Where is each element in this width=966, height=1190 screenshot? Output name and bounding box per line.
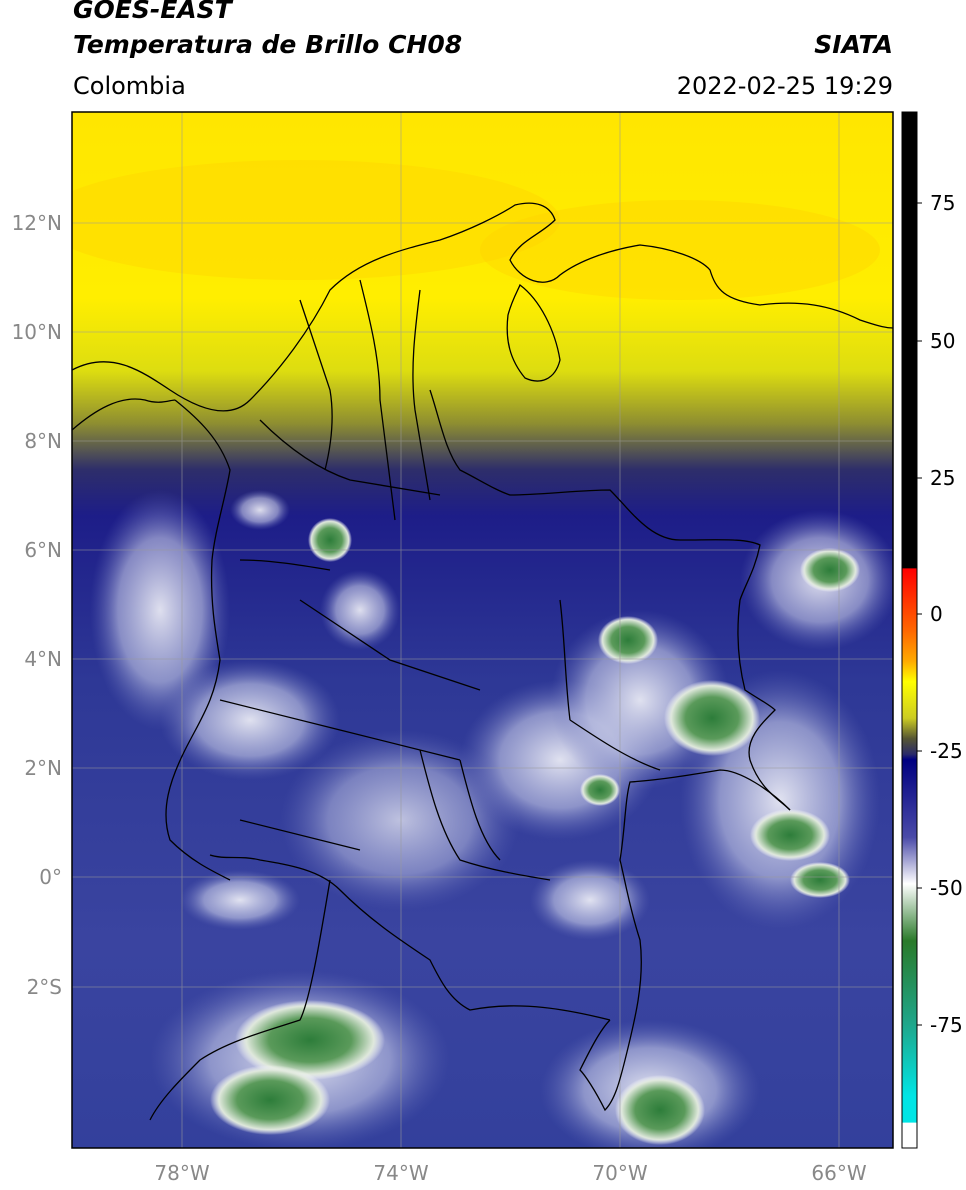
cloud-area: [230, 490, 290, 530]
lat-tick-label: 10°N: [12, 320, 62, 344]
colorbar-tick-label: 0: [930, 602, 943, 626]
lat-tick-label: 8°N: [24, 429, 62, 453]
cloud-area: [180, 870, 300, 930]
colorbar-tick-label: 25: [930, 466, 955, 490]
colorbar-tick-label: 75: [930, 191, 955, 215]
lon-tick-label: 70°W: [592, 1161, 647, 1185]
convective-core: [235, 1000, 385, 1080]
ecuador-peru-border: [149, 879, 331, 1121]
title-line-1: GOES-EAST: [73, 0, 232, 24]
maracaibo-lake: [506, 283, 561, 382]
colorbar-ticks: [917, 202, 922, 1026]
department-boundaries: [219, 279, 661, 881]
cloud-area: [530, 860, 650, 940]
convective-core: [790, 862, 850, 898]
lat-tick-label: 0°: [39, 865, 62, 889]
convective-core: [598, 616, 658, 664]
convective-core: [580, 774, 620, 806]
lat-tick-label: 2°S: [27, 975, 62, 999]
region-label: Colombia: [73, 72, 186, 100]
colombia-venezuela-border: [429, 389, 791, 811]
colombia-brazil-border: [579, 769, 791, 1112]
lon-axis: 78°W 74°W 70°W 66°W: [154, 1161, 866, 1185]
cloud-area: [280, 730, 520, 910]
convective-core: [615, 1075, 705, 1145]
colorbar-frame: [901, 111, 918, 1149]
caribbean-coastline: [72, 202, 893, 412]
warm-patch: [480, 200, 880, 300]
agency-label: SIATA: [814, 30, 893, 59]
lon-tick-label: 66°W: [811, 1161, 866, 1185]
lat-tick-label: 4°N: [24, 647, 62, 671]
gridlines: [72, 112, 893, 1148]
lon-tick-label: 78°W: [154, 1161, 209, 1185]
colorbar-gradient: [902, 112, 917, 1148]
lat-tick-label: 6°N: [24, 538, 62, 562]
boundaries: [72, 202, 893, 1121]
convective-core: [750, 809, 830, 861]
convective-core: [308, 518, 352, 562]
cloud-area: [320, 570, 400, 650]
lon-tick-label: 74°W: [373, 1161, 428, 1185]
lat-tick-label: 12°N: [12, 211, 62, 235]
panama-coast: [72, 398, 176, 431]
colorbar: 75 50 25 0 -25 -50 -75: [901, 111, 963, 1149]
colorbar-tick-label: -25: [930, 739, 963, 763]
cloud-area: [160, 660, 340, 780]
colorbar-tick-label: -75: [930, 1013, 963, 1037]
lat-tick-label: 2°N: [24, 756, 62, 780]
convective-core: [664, 680, 760, 756]
warm-patch: [72, 160, 560, 280]
map-frame: [71, 111, 894, 1149]
convective-core: [800, 548, 860, 592]
pacific-coastline: [165, 399, 231, 881]
title-line-2: Temperatura de Brillo CH08: [73, 30, 463, 59]
colorbar-tick-label: 50: [930, 329, 955, 353]
colombia-peru-border: [209, 854, 611, 1021]
datetime-label: 2022-02-25 19:29: [676, 72, 893, 100]
convective-core: [210, 1065, 330, 1135]
colorbar-tick-label: -50: [930, 876, 963, 900]
lat-axis: 12°N 10°N 8°N 6°N 4°N 2°N 0° 2°S: [12, 211, 62, 999]
satellite-image: [72, 112, 893, 1148]
